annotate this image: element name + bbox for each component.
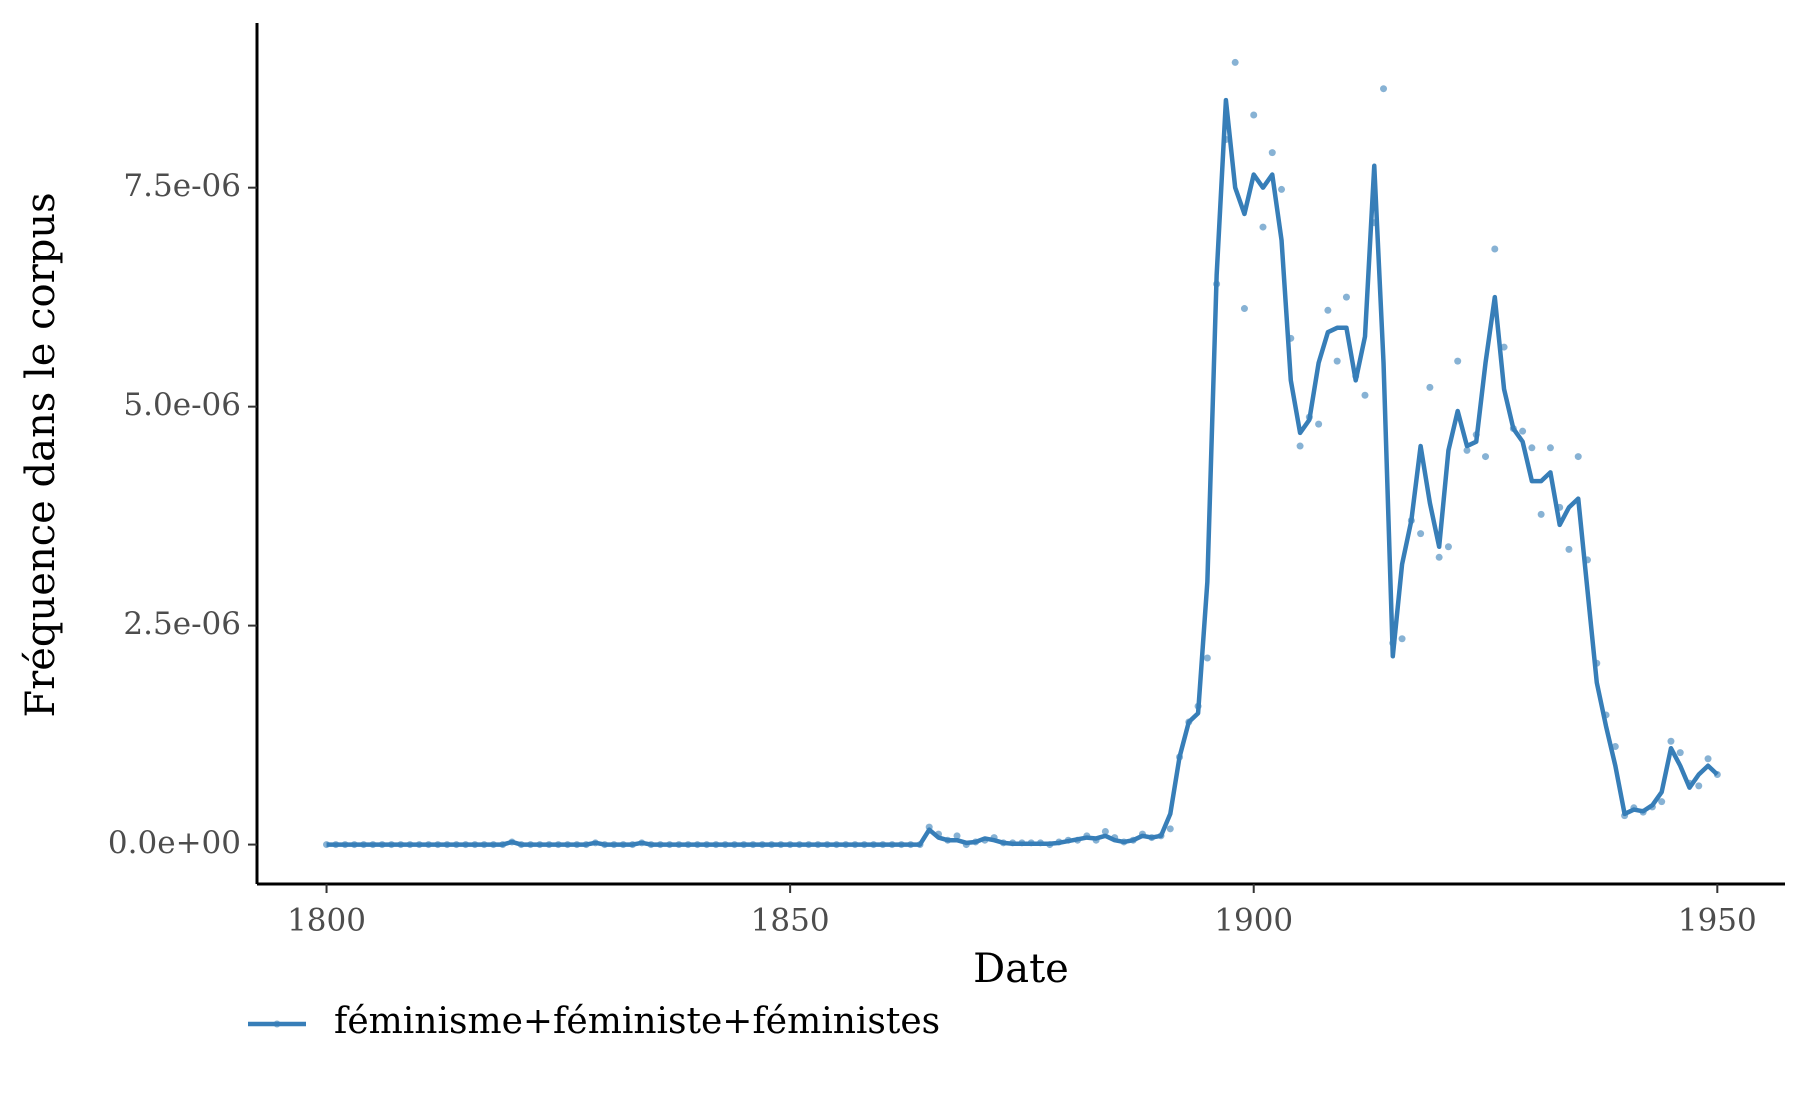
data-point — [1537, 510, 1545, 518]
x-tick-label: 1950 — [1678, 903, 1757, 939]
data-point — [1676, 749, 1684, 757]
data-point — [1380, 85, 1388, 93]
data-point — [1268, 149, 1276, 157]
data-point — [1250, 111, 1258, 119]
data-point — [1611, 742, 1619, 750]
data-point — [1695, 782, 1703, 790]
data-point — [1342, 293, 1350, 301]
data-point — [1454, 357, 1462, 365]
data-point — [1203, 654, 1211, 662]
data-point — [1444, 543, 1452, 551]
data-point — [1324, 306, 1332, 314]
data-point — [1315, 420, 1323, 428]
data-point — [1361, 391, 1369, 399]
x-tick-label: 1850 — [751, 903, 830, 939]
data-point — [1296, 442, 1304, 450]
data-point — [1278, 185, 1286, 193]
data-point — [1259, 223, 1267, 231]
legend-point — [273, 1020, 281, 1028]
data-point — [1417, 530, 1425, 538]
data-point — [1426, 383, 1434, 391]
data-point — [1667, 737, 1675, 745]
data-point — [1482, 453, 1490, 461]
x-tick-label: 1800 — [287, 903, 366, 939]
data-point — [1565, 545, 1573, 553]
y-tick-label: 2.5e-06 — [123, 606, 241, 642]
y-tick-label: 7.5e-06 — [123, 168, 241, 204]
data-point — [1500, 343, 1508, 351]
data-point — [1546, 444, 1554, 452]
data-point — [1528, 444, 1536, 452]
legend-label: féminisme+féministe+féministes — [334, 1001, 940, 1042]
data-point — [1240, 305, 1248, 313]
data-point — [1574, 453, 1582, 461]
data-point — [1435, 553, 1443, 561]
y-tick-label: 5.0e-06 — [123, 387, 241, 423]
data-point — [1333, 357, 1341, 365]
data-point — [1231, 58, 1239, 66]
data-point — [1101, 827, 1109, 835]
y-axis-title: Fréquence dans le corpus — [18, 192, 64, 717]
data-point — [953, 832, 961, 840]
data-point — [1519, 427, 1527, 435]
y-tick-label: 0.0e+00 — [108, 825, 241, 861]
data-point — [1704, 755, 1712, 763]
data-point — [1166, 825, 1174, 833]
data-point — [1398, 635, 1406, 643]
x-tick-label: 1900 — [1214, 903, 1293, 939]
data-point — [1491, 245, 1499, 253]
data-point — [1658, 798, 1666, 806]
smooth-line — [326, 97, 1719, 847]
data-point — [1463, 446, 1471, 454]
x-axis-title: Date — [973, 946, 1069, 992]
